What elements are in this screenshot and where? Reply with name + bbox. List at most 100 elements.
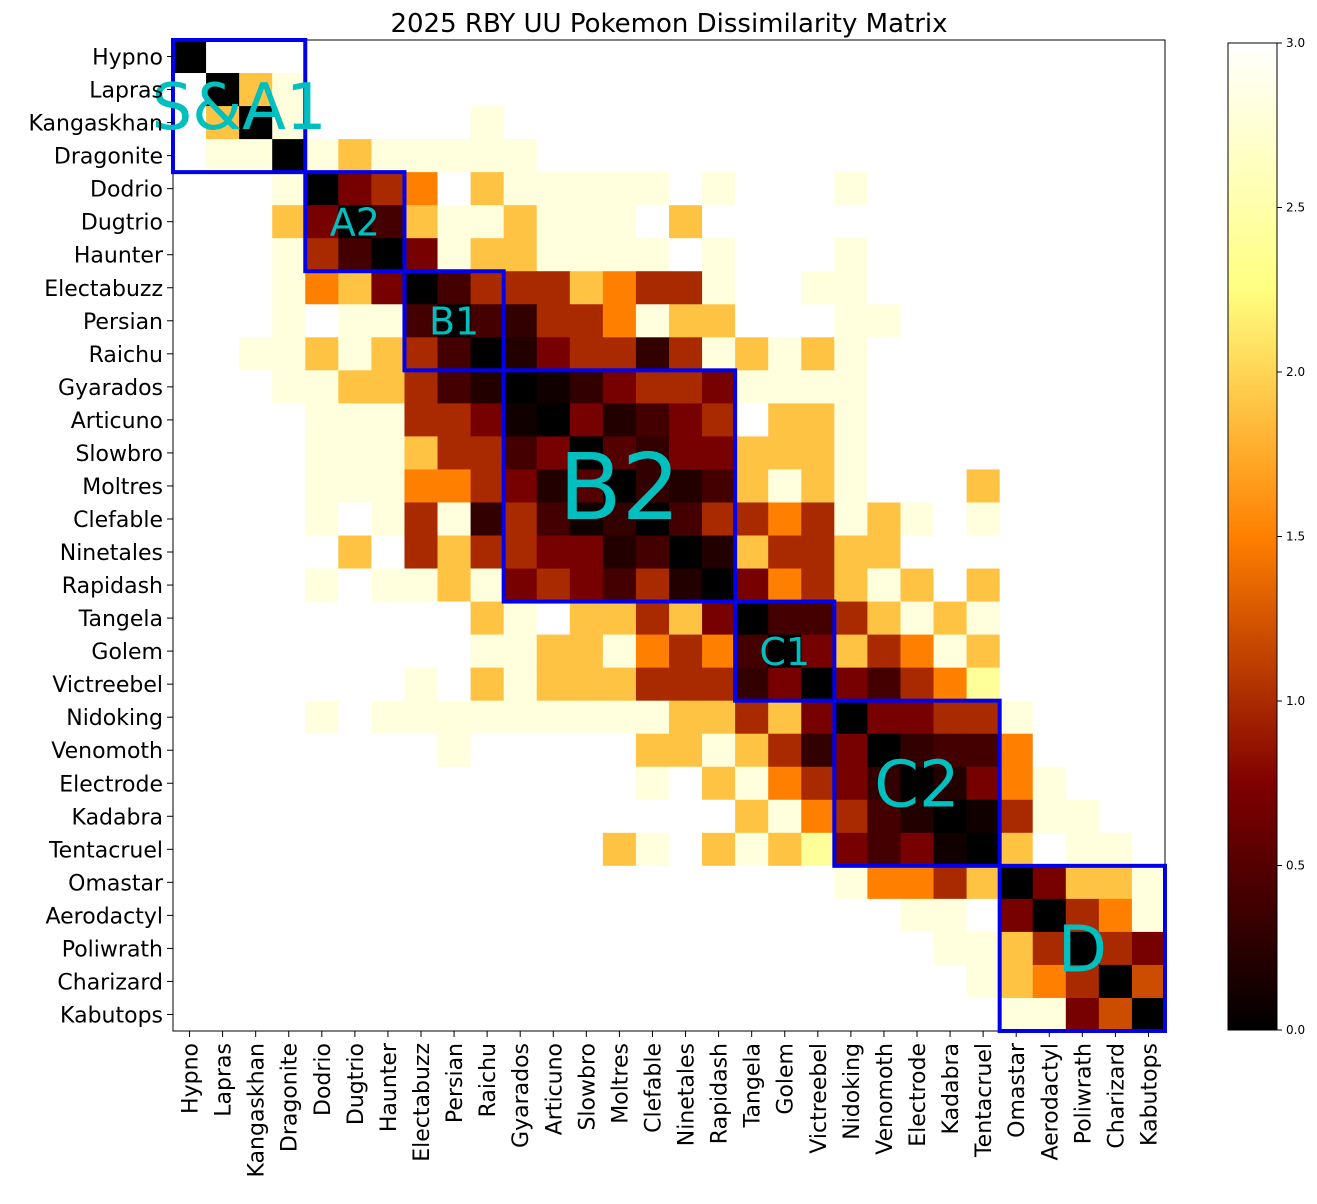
cluster-label: C2: [874, 748, 959, 822]
heatmap-cell: [173, 238, 207, 272]
heatmap-cell: [437, 73, 472, 107]
heatmap-cell: [404, 502, 439, 537]
heatmap-cell: [536, 205, 571, 239]
heatmap-cell: [801, 766, 835, 801]
heatmap-cell: [239, 436, 273, 471]
heatmap-cell: [272, 502, 306, 537]
heatmap-cell: [338, 964, 372, 999]
heatmap-cell: [569, 898, 604, 933]
heatmap-cell: [702, 733, 736, 768]
heatmap-cell: [801, 568, 835, 603]
heatmap-cell: [966, 139, 1001, 173]
heatmap-cell: [305, 271, 339, 305]
heatmap-cell: [1032, 139, 1067, 173]
heatmap-cell: [470, 304, 505, 338]
heatmap-cell: [272, 997, 306, 1032]
heatmap-cell: [602, 634, 637, 669]
heatmap-cell: [437, 964, 472, 999]
heatmap-cell: [1032, 436, 1067, 471]
heatmap-cell: [305, 205, 339, 239]
heatmap-cell: [536, 898, 571, 933]
heatmap-cell: [1098, 139, 1133, 173]
heatmap-cell: [933, 337, 968, 371]
heatmap-cell: [437, 271, 472, 305]
heatmap-cell: [503, 799, 538, 834]
heatmap-cell: [272, 304, 306, 338]
heatmap-cell: [569, 139, 604, 173]
heatmap-cell: [503, 469, 538, 504]
heatmap-cell: [900, 997, 935, 1032]
heatmap-cell: [735, 766, 769, 801]
heatmap-cell: [1098, 337, 1133, 371]
heatmap-cell: [239, 172, 273, 206]
heatmap-cell: [867, 469, 902, 504]
heatmap-cell: [735, 931, 769, 966]
heatmap-cell: [966, 667, 1001, 702]
heatmap-cell: [536, 832, 571, 867]
heatmap-cell: [1065, 733, 1100, 768]
heatmap-cell: [338, 733, 372, 768]
heatmap-cell: [305, 238, 339, 272]
heatmap-cell: [338, 304, 372, 338]
heatmap-cell: [1032, 106, 1067, 140]
heatmap-cell: [966, 73, 1001, 107]
heatmap-cell: [1032, 997, 1067, 1032]
heatmap-cell: [371, 832, 406, 867]
heatmap-cell: [635, 304, 670, 338]
heatmap-cell: [569, 568, 604, 603]
y-tick-label: Tentacruel: [48, 838, 163, 863]
heatmap-cell: [735, 205, 769, 239]
heatmap-cell: [305, 403, 339, 437]
heatmap-cell: [867, 271, 902, 305]
y-tick-label: Rapidash: [62, 574, 163, 599]
heatmap-cell: [966, 469, 1001, 504]
heatmap-cell: [173, 337, 207, 371]
heatmap-cell: [305, 700, 339, 735]
heatmap-cell: [1032, 73, 1067, 107]
heatmap-cell: [371, 766, 406, 801]
heatmap-cell: [437, 40, 472, 74]
colorbar-tick-label: 1.5: [1286, 530, 1305, 544]
heatmap-cell: [1098, 601, 1133, 636]
heatmap-cell: [239, 997, 273, 1032]
heatmap-cell: [999, 799, 1034, 834]
heatmap-cell: [1032, 799, 1067, 834]
heatmap-cell: [801, 832, 835, 867]
heatmap-cell: [900, 337, 935, 371]
heatmap-cell: [801, 964, 835, 999]
heatmap-cell: [371, 304, 406, 338]
heatmap-cell: [834, 238, 868, 272]
heatmap-cell: [272, 238, 306, 272]
heatmap-cell: [503, 304, 538, 338]
heatmap-cell: [173, 634, 207, 669]
heatmap-cell: [669, 337, 703, 371]
heatmap-cell: [933, 106, 968, 140]
heatmap-cell: [470, 865, 505, 900]
heatmap-cell: [371, 337, 406, 371]
heatmap-cell: [669, 568, 703, 603]
heatmap-cell: [371, 898, 406, 933]
x-tick-label: Venomoth: [873, 1043, 898, 1155]
x-axis-ticks: Hypno Lapras Kangaskhan Dragonite Dodrio Dugt…: [179, 1031, 1162, 1177]
heatmap-cell: [867, 106, 902, 140]
heatmap-cell: [338, 436, 372, 471]
heatmap-cell: [999, 205, 1034, 239]
heatmap-cell: [1065, 502, 1100, 537]
heatmap-cell: [1098, 106, 1133, 140]
x-tick-label: Kadabra: [939, 1043, 964, 1134]
heatmap-cell: [239, 931, 273, 966]
heatmap-cell: [371, 502, 406, 537]
heatmap-cell: [735, 238, 769, 272]
heatmap-cell: [768, 799, 802, 834]
heatmap-cell: [503, 40, 538, 74]
heatmap-cell: [735, 700, 769, 735]
y-tick-label: Haunter: [74, 244, 164, 269]
heatmap-cell: [768, 832, 802, 867]
heatmap-cell: [239, 304, 273, 338]
heatmap-cell: [206, 634, 240, 669]
heatmap-cell: [669, 238, 703, 272]
y-tick-label: Kabutops: [60, 1003, 163, 1028]
heatmap-cell: [768, 733, 802, 768]
heatmap-cell: [900, 667, 935, 702]
heatmap-cell: [999, 667, 1034, 702]
